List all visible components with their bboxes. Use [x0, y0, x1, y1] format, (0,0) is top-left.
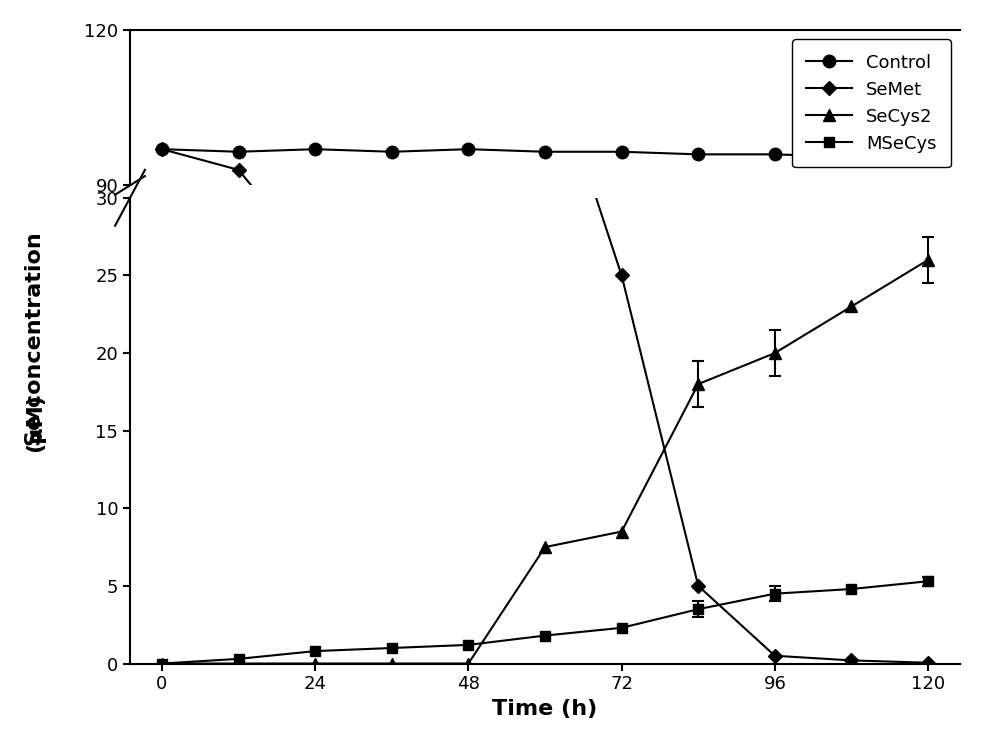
- Control: [462, 145, 474, 154]
- MSeCys: [309, 642, 321, 651]
- SeCys2: [922, 256, 934, 265]
- MSeCys: [769, 624, 781, 633]
- SeCys2: [922, 512, 934, 521]
- MSeCys: [462, 640, 474, 649]
- SeMet: [386, 326, 398, 335]
- SeMet: [539, 38, 551, 47]
- SeMet: [692, 581, 704, 590]
- MSeCys: [845, 622, 857, 631]
- SeCys2: [156, 647, 168, 656]
- SeCys2: [309, 647, 321, 656]
- Control: [616, 147, 628, 156]
- Control: [922, 155, 934, 164]
- SeMet: [539, 440, 551, 449]
- Line: SeMet: SeMet: [157, 0, 933, 667]
- Control: [845, 152, 857, 161]
- Text: (μM): (μM): [25, 393, 45, 452]
- SeCys2: [539, 543, 551, 552]
- MSeCys: [386, 643, 398, 652]
- MSeCys: [309, 647, 321, 656]
- SeMet: [233, 165, 245, 174]
- Control: [539, 147, 551, 156]
- Line: MSeCys: MSeCys: [157, 576, 933, 668]
- SeMet: [922, 646, 934, 655]
- MSeCys: [539, 631, 551, 640]
- SeMet: [692, 621, 704, 630]
- MSeCys: [233, 645, 245, 654]
- SeMet: [156, 145, 168, 154]
- SeCys2: [845, 528, 857, 537]
- SeCys2: [692, 553, 704, 562]
- Control: [156, 145, 168, 154]
- MSeCys: [462, 640, 474, 649]
- MSeCys: [922, 619, 934, 628]
- Control: [386, 147, 398, 156]
- SeMet: [462, 388, 474, 397]
- MSeCys: [616, 635, 628, 644]
- MSeCys: [769, 589, 781, 598]
- MSeCys: [233, 654, 245, 664]
- SeCys2: [309, 659, 321, 668]
- Control: [233, 147, 245, 156]
- SeCys2: [769, 348, 781, 357]
- SeCys2: [769, 543, 781, 552]
- SeCys2: [462, 659, 474, 668]
- SeMet: [845, 645, 857, 654]
- SeMet: [616, 517, 628, 526]
- Line: MSeCys: MSeCys: [157, 619, 933, 656]
- MSeCys: [845, 584, 857, 593]
- SeMet: [309, 259, 321, 268]
- Control: [309, 145, 321, 154]
- SeCys2: [462, 647, 474, 656]
- MSeCys: [386, 642, 398, 651]
- SeMet: [845, 656, 857, 665]
- Line: SeCys2: SeCys2: [156, 253, 934, 670]
- Control: [692, 150, 704, 159]
- SeCys2: [156, 659, 168, 668]
- SeCys2: [845, 302, 857, 311]
- MSeCys: [616, 624, 628, 633]
- MSeCys: [692, 605, 704, 614]
- MSeCys: [922, 577, 934, 586]
- MSeCys: [539, 637, 551, 646]
- SeCys2: [233, 647, 245, 656]
- Line: SeMet: SeMet: [157, 144, 933, 656]
- SeCys2: [616, 527, 628, 536]
- Text: Se concentration: Se concentration: [25, 232, 45, 446]
- Legend: Control, SeMet, SeCys2, MSeCys: Control, SeMet, SeCys2, MSeCys: [792, 39, 951, 167]
- X-axis label: Time (h): Time (h): [492, 699, 598, 719]
- SeMet: [922, 658, 934, 667]
- SeCys2: [692, 379, 704, 388]
- MSeCys: [156, 659, 168, 668]
- Control: [769, 150, 781, 159]
- MSeCys: [156, 647, 168, 656]
- MSeCys: [692, 629, 704, 638]
- SeCys2: [386, 647, 398, 656]
- SeCys2: [233, 659, 245, 668]
- Line: SeCys2: SeCys2: [156, 510, 934, 657]
- SeMet: [769, 644, 781, 653]
- Line: Control: Control: [156, 143, 934, 166]
- SeCys2: [616, 602, 628, 611]
- SeMet: [616, 271, 628, 280]
- SeMet: [769, 651, 781, 661]
- SeCys2: [539, 608, 551, 617]
- SeCys2: [386, 659, 398, 668]
